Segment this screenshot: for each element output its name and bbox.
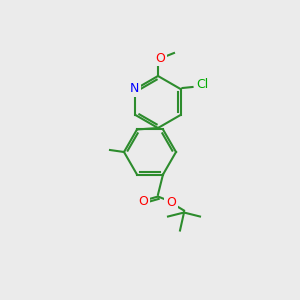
Text: O: O (166, 196, 176, 209)
Text: N: N (130, 82, 139, 95)
Text: Cl: Cl (196, 79, 208, 92)
Text: O: O (155, 52, 165, 64)
Text: O: O (138, 195, 148, 208)
